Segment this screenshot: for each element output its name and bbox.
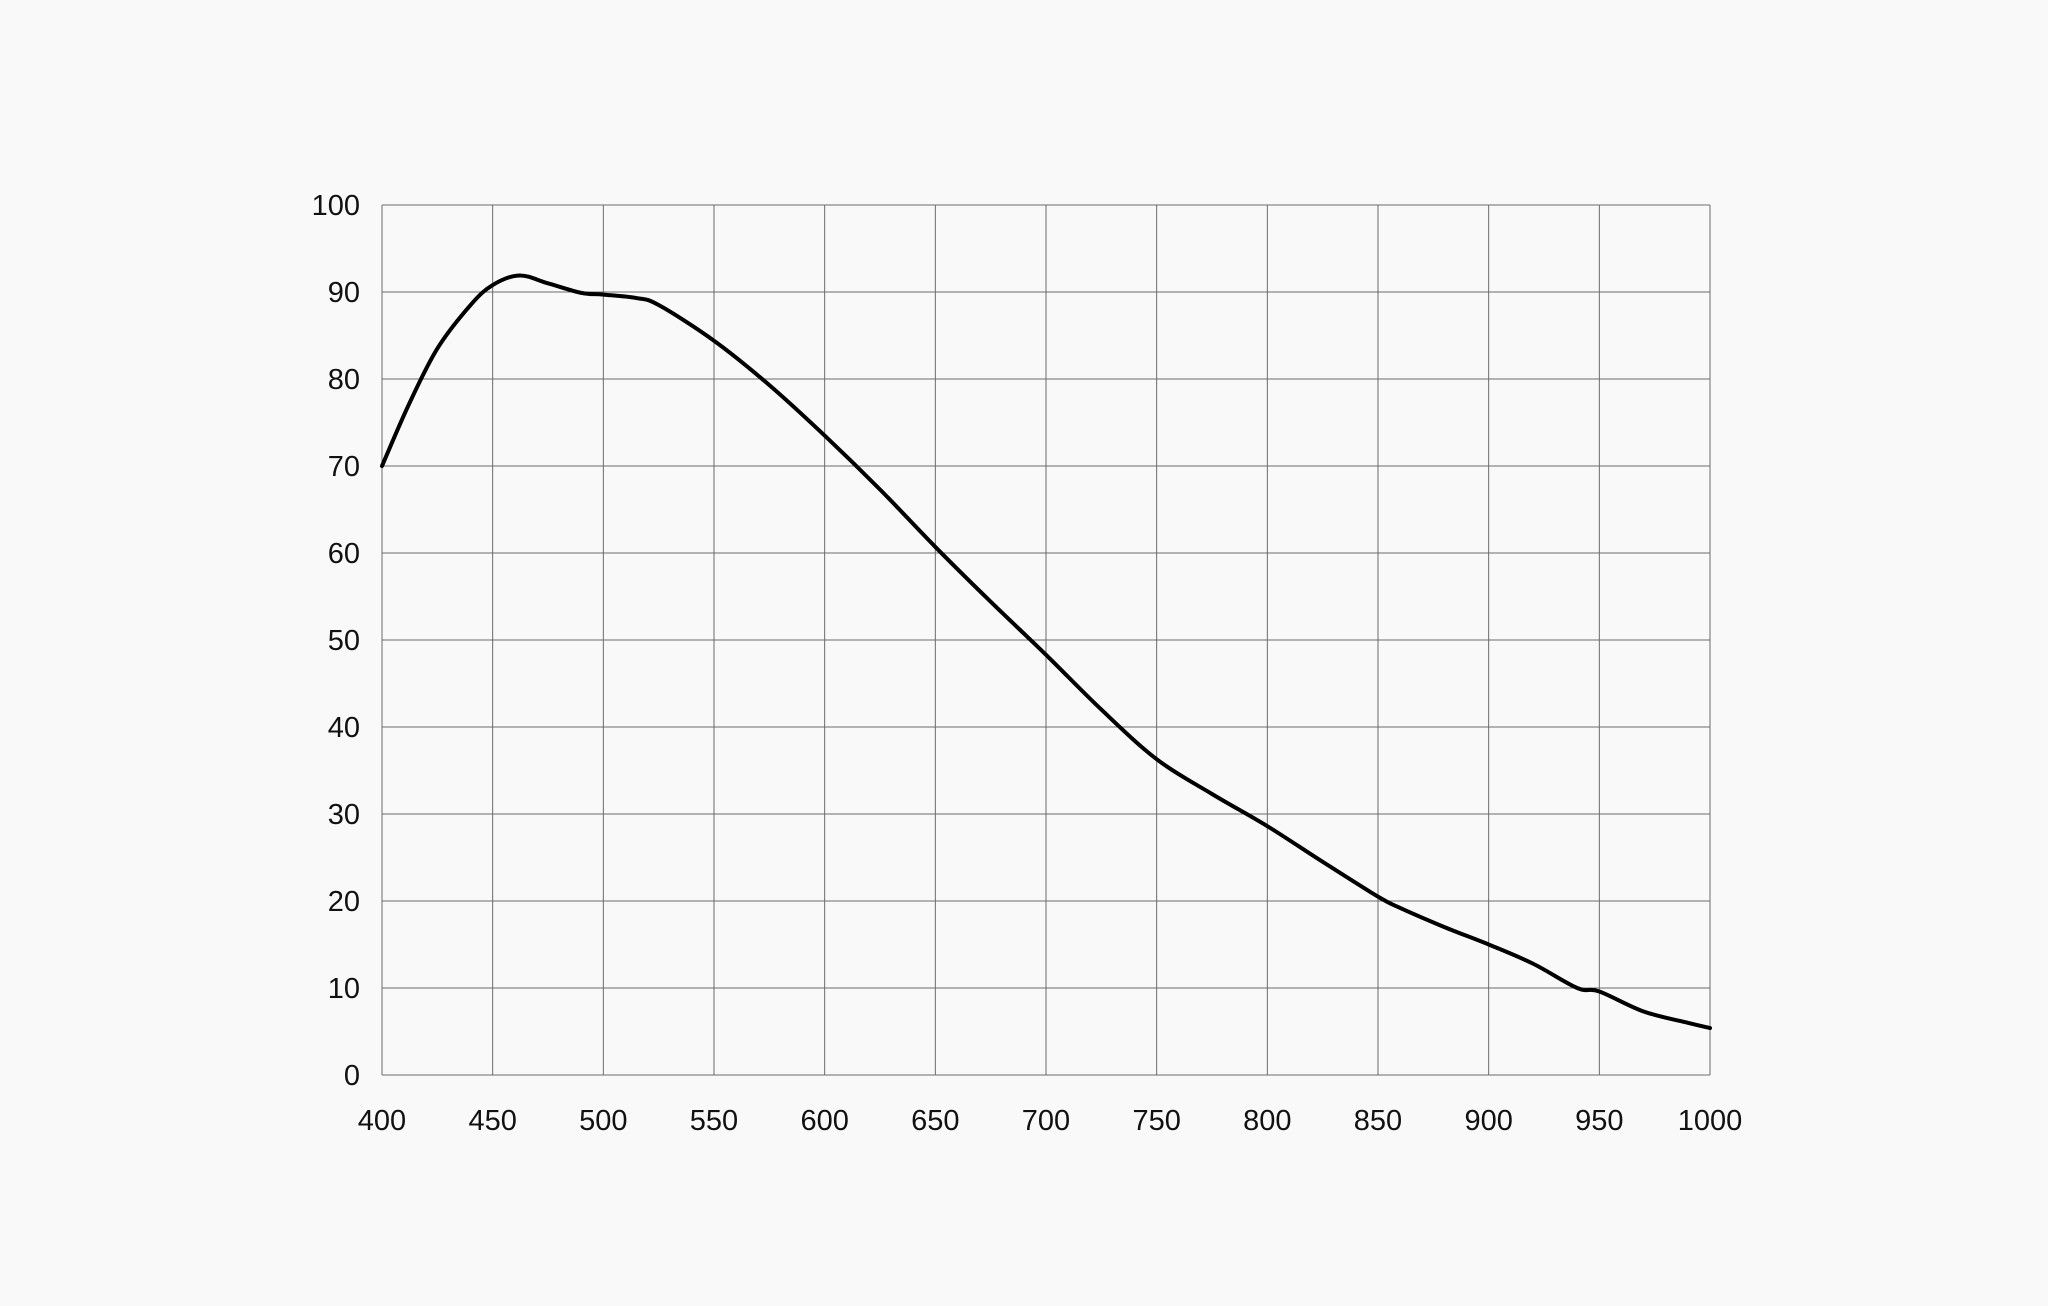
y-tick-label: 30 (328, 799, 360, 831)
x-tick-label: 850 (1354, 1105, 1402, 1137)
x-tick-label: 700 (1022, 1105, 1070, 1137)
x-tick-label: 600 (800, 1105, 848, 1137)
y-tick-label: 50 (328, 625, 360, 657)
grid (381, 204, 1711, 1076)
y-tick-label: 40 (328, 712, 360, 744)
y-tick-label: 100 (312, 190, 360, 222)
y-tick-label: 60 (328, 538, 360, 570)
x-tick-label: 800 (1243, 1105, 1291, 1137)
y-tick-label: 90 (328, 277, 360, 309)
x-tick-label: 1000 (1678, 1105, 1743, 1137)
x-tick-label: 550 (690, 1105, 738, 1137)
x-tick-label: 650 (911, 1105, 959, 1137)
x-tick-label: 500 (579, 1105, 627, 1137)
x-axis-ticks: 400 450 500 550 600 650 700 750 800 850 900 950 1000 (358, 1105, 1742, 1137)
x-tick-label: 750 (1132, 1105, 1180, 1137)
y-tick-label: 70 (328, 451, 360, 483)
x-tick-label: 450 (468, 1105, 516, 1137)
series-line (380, 273, 1712, 1031)
x-tick-label: 400 (358, 1105, 406, 1137)
y-tick-label: 80 (328, 364, 360, 396)
x-tick-label: 950 (1575, 1105, 1623, 1137)
x-tick-label: 900 (1464, 1105, 1512, 1137)
y-axis-ticks: 0 10 20 30 40 50 60 70 80 90 100 (312, 190, 360, 1092)
series-layer (380, 273, 1712, 1031)
y-tick-label: 20 (328, 886, 360, 918)
y-tick-label: 10 (328, 973, 360, 1005)
y-tick-label: 0 (344, 1060, 360, 1092)
